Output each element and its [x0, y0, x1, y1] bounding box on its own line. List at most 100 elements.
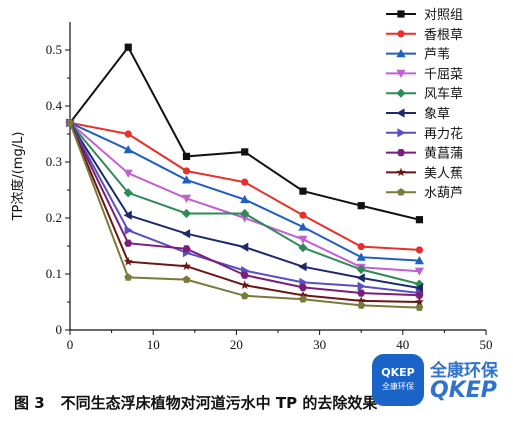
data-point [124, 273, 133, 281]
legend-marker [396, 149, 406, 157]
legend-marker [397, 30, 405, 38]
data-point [240, 280, 250, 290]
data-point [414, 279, 424, 289]
legend-marker [396, 69, 406, 78]
data-point [356, 264, 366, 275]
data-point [299, 211, 307, 219]
data-point [299, 187, 307, 195]
watermark-en: QKEP [430, 378, 497, 403]
data-point [356, 252, 366, 261]
y-tick-label: 0.4 [46, 98, 63, 113]
legend-label: 芦苇 [424, 48, 450, 63]
legend-marker [396, 49, 406, 58]
data-point [181, 261, 191, 270]
x-tick-label: 50 [480, 337, 493, 352]
legend-marker [396, 88, 406, 98]
legend-label: 水葫芦 [424, 186, 463, 201]
data-point [357, 281, 366, 291]
data-point [241, 178, 249, 186]
data-point [182, 245, 191, 253]
legend-label: 再力花 [424, 126, 463, 142]
data-point [298, 290, 308, 300]
watermark-badge-top: QKEP [381, 366, 415, 379]
data-point [181, 229, 191, 239]
data-point [124, 239, 133, 247]
data-point [414, 297, 424, 306]
data-point [66, 118, 74, 127]
data-point [415, 216, 424, 224]
legend-marker [396, 108, 405, 118]
legend-entry: 香根草 [386, 28, 463, 43]
data-point [181, 208, 192, 219]
data-point [240, 271, 249, 279]
legend-marker [397, 128, 406, 138]
data-point [181, 194, 192, 203]
legend-entry: 再力花 [386, 126, 463, 142]
legend-label: 香根草 [424, 28, 463, 43]
y-tick-label: 0.2 [46, 210, 62, 225]
legend-label: 美人蕉 [424, 166, 463, 181]
legend-entry: 芦苇 [386, 48, 450, 63]
watermark-badge: QKEP 全康环保 [372, 354, 424, 406]
x-tick-label: 10 [147, 337, 160, 352]
data-point [414, 256, 424, 265]
data-point [181, 175, 192, 184]
y-axis-label: TP浓度/(mg/L) [10, 132, 26, 222]
data-point [241, 148, 249, 156]
data-point [123, 145, 133, 154]
data-point [415, 303, 424, 311]
legend-label: 黄菖蒲 [424, 147, 463, 162]
data-point [357, 202, 365, 210]
data-point [123, 169, 133, 178]
data-point [182, 152, 191, 160]
legend-label: 千屈菜 [424, 67, 463, 82]
data-point [182, 167, 191, 175]
data-point [415, 246, 424, 254]
legend-marker [396, 167, 406, 177]
data-point [240, 242, 249, 252]
data-point [298, 235, 308, 244]
data-point [414, 283, 423, 293]
data-point [123, 210, 132, 220]
caption-number: 图 3 [14, 394, 45, 412]
data-point [298, 243, 308, 253]
data-point [357, 242, 365, 251]
series-10 [66, 118, 424, 311]
data-point [357, 289, 366, 297]
x-tick-label: 30 [313, 337, 326, 352]
legend-label: 风车草 [424, 86, 463, 102]
legend-entry: 水葫芦 [386, 186, 463, 201]
data-point [356, 273, 365, 283]
data-point [298, 262, 307, 272]
series-line [69, 121, 420, 262]
legend-entry: 黄菖蒲 [386, 147, 463, 162]
data-point [357, 301, 366, 309]
y-tick-label: 0.1 [46, 266, 62, 281]
data-point [123, 256, 133, 266]
data-point [182, 275, 191, 283]
watermark-badge-bottom: 全康环保 [382, 382, 414, 391]
watermark-logo: QKEP 全康环保 全康环保 QKEP [368, 352, 513, 410]
watermark-cn: 全康环保 [430, 361, 498, 381]
legend-label: 对照组 [424, 8, 463, 23]
data-point [415, 291, 424, 299]
legend-label: 象草 [424, 107, 450, 122]
series-6 [65, 118, 423, 293]
data-point [240, 214, 250, 223]
data-point [299, 295, 307, 303]
y-tick-label: 0.3 [46, 154, 62, 169]
x-tick-label: 20 [230, 337, 243, 352]
legend-marker [397, 10, 405, 18]
legend-entry: 象草 [386, 107, 450, 122]
chart: 0 10 20 30 40 50 0 0.1 0.2 0.3 0.4 0.5 对照组香根草芦苇千屈菜风… [10, 8, 493, 352]
series-5 [65, 118, 424, 289]
data-point [298, 222, 308, 231]
legend-marker [397, 188, 405, 196]
data-point [356, 296, 366, 305]
series-2 [66, 119, 424, 254]
data-point [124, 130, 132, 138]
data-point [124, 225, 133, 235]
legend-entry: 美人蕉 [386, 166, 463, 181]
y-tick-label: 0.5 [46, 42, 62, 57]
